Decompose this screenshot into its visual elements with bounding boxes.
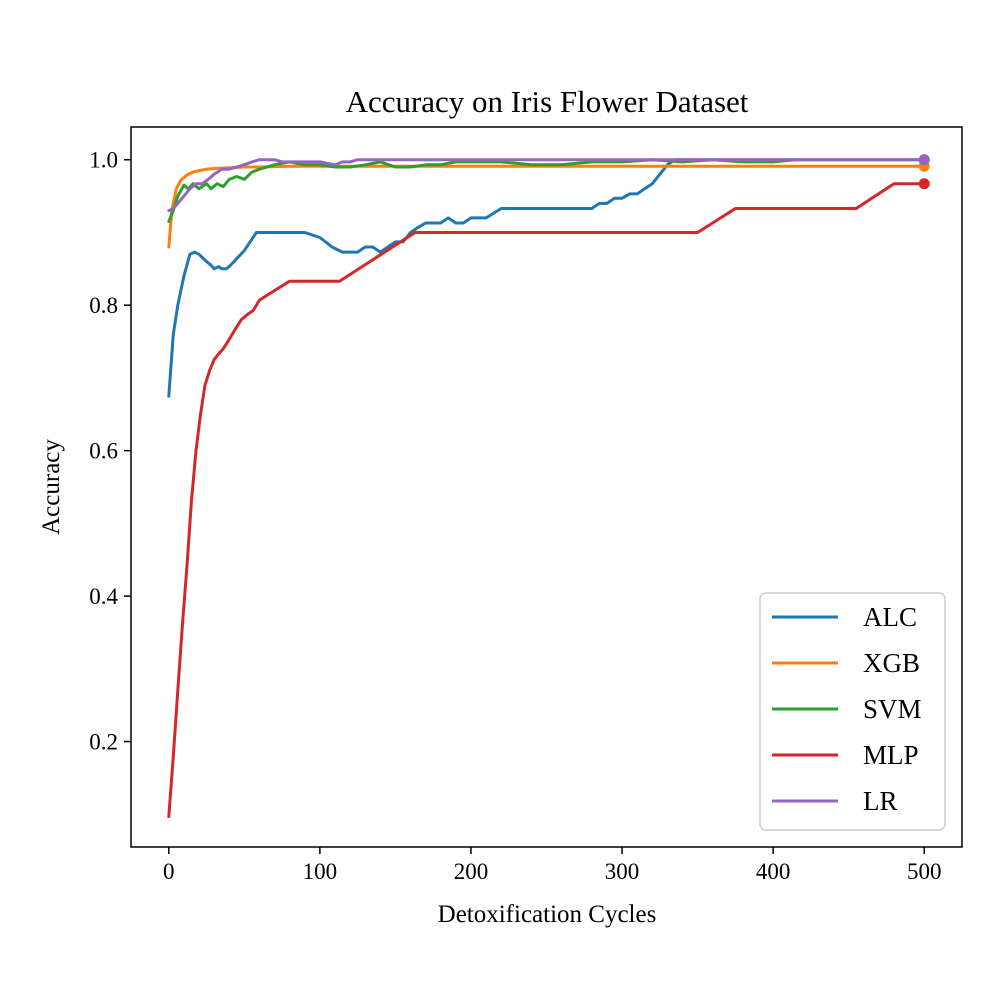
series-end-marker-mlp: [918, 178, 930, 190]
series-line-lr: [167, 158, 926, 213]
x-axis-label: Detoxification Cycles: [438, 901, 657, 928]
x-tick-label-300: 300: [605, 859, 640, 884]
series-end-marker-lr: [918, 154, 930, 166]
legend-label-lr: LR: [863, 786, 898, 816]
y-tick-label-0-6: 0.6: [89, 439, 118, 464]
series-line-alc: [167, 158, 926, 398]
legend: ALC XGB SVM MLP LR: [759, 592, 946, 831]
x-tick-label-500: 500: [907, 859, 942, 884]
series-line-svm: [167, 158, 798, 223]
x-tick-label-200: 200: [454, 859, 489, 884]
y-axis-label: Accuracy: [38, 439, 65, 535]
legend-label-svm: SVM: [863, 694, 922, 724]
y-tick-label-1: 1.0: [89, 148, 118, 173]
series-line-mlp: [167, 182, 926, 818]
chart-title: Accuracy on Iris Flower Dataset: [346, 84, 749, 119]
x-tick-label-400: 400: [756, 859, 791, 884]
x-tick-label-0: 0: [163, 859, 175, 884]
series-layer: [167, 154, 930, 818]
legend-label-alc: ALC: [863, 602, 917, 632]
x-axis-ticks: 0 100 200 300 400 500: [163, 847, 941, 884]
y-tick-label-0-8: 0.8: [89, 293, 118, 318]
y-tick-label-0-4: 0.4: [89, 584, 118, 609]
plot-area-frame: [130, 126, 963, 848]
legend-items: ALC XGB SVM MLP LR: [772, 602, 922, 816]
x-tick-label-100: 100: [303, 859, 338, 884]
y-axis-ticks: 0.2 0.4 0.6 0.8 1.0: [89, 148, 131, 755]
legend-box: [759, 592, 946, 831]
legend-label-xgb: XGB: [863, 648, 920, 678]
y-tick-label-0-2: 0.2: [89, 730, 118, 755]
legend-label-mlp: MLP: [863, 740, 919, 770]
